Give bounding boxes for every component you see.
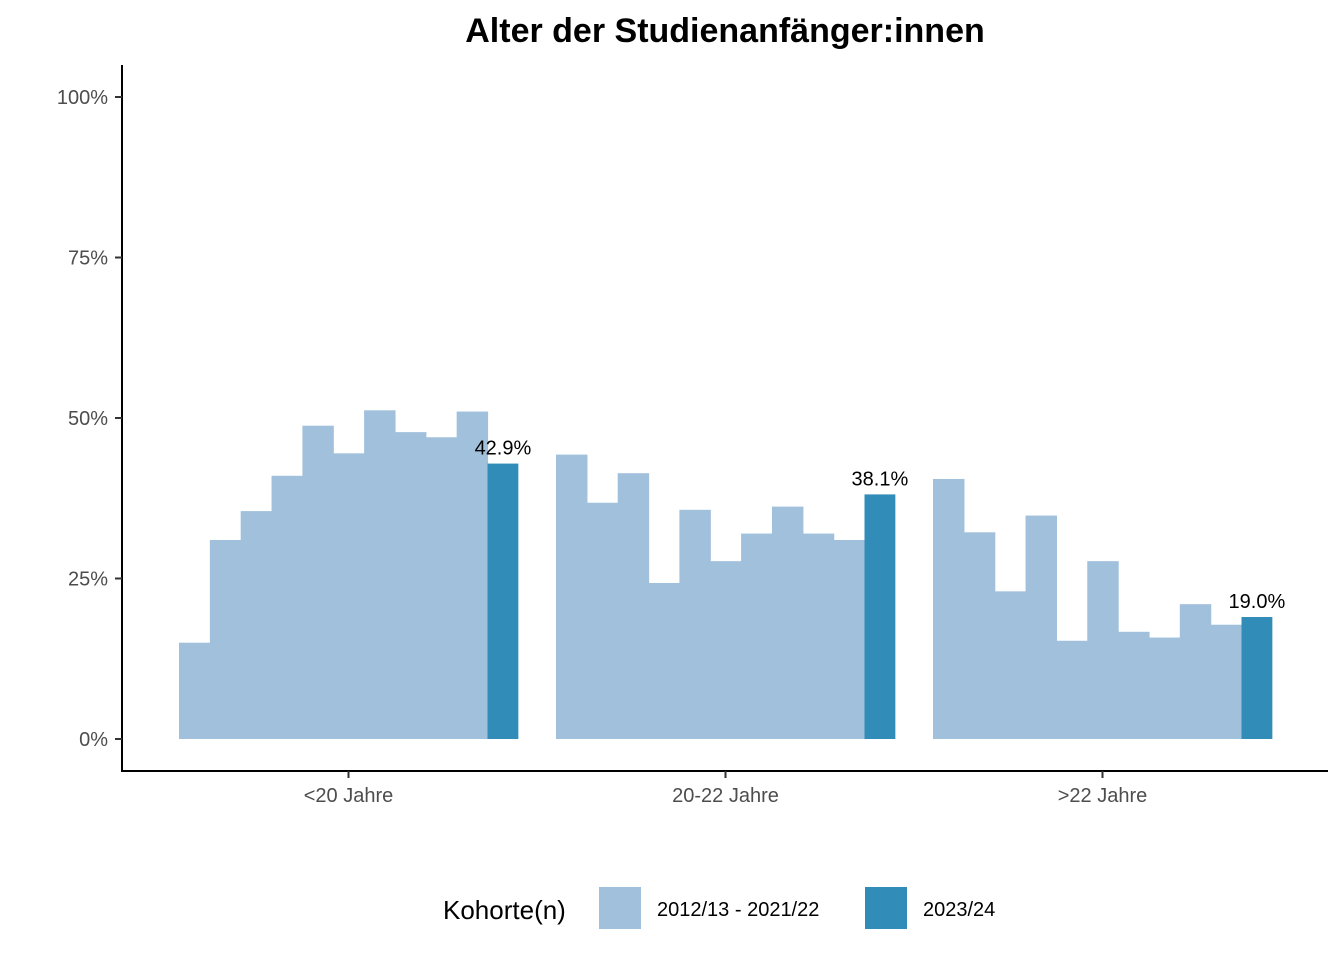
bar-group: 38.1% — [556, 454, 909, 739]
bar-history — [933, 478, 965, 739]
x-axis: <20 Jahre 20-22 Jahre >22 Jahre — [121, 770, 1328, 807]
plot-area: 42.9% 38.1% 19.0% — [179, 410, 1285, 739]
y-tick-label: 50% — [68, 408, 108, 430]
bar-current — [487, 463, 519, 739]
bar-history — [1056, 640, 1088, 739]
legend-title: Kohorte(n) — [443, 895, 566, 925]
bar-history — [994, 591, 1027, 739]
bar-history — [963, 532, 996, 739]
bar-history — [741, 533, 773, 739]
bar-history — [679, 509, 711, 739]
data-label: 42.9% — [475, 438, 532, 460]
bar-history — [456, 411, 489, 739]
bar-history — [771, 506, 804, 739]
legend-swatch-history — [599, 887, 641, 929]
bar-history — [1148, 637, 1181, 739]
bar-history — [240, 511, 273, 739]
legend: Kohorte(n) 2012/13 - 2021/22 2023/24 — [443, 887, 995, 929]
bar-history — [271, 475, 303, 739]
bar-history — [1179, 604, 1212, 739]
y-axis: 0% 25% 50% 75% 100% — [57, 65, 123, 771]
y-tick-label: 25% — [68, 569, 108, 591]
bar-history — [394, 432, 427, 739]
legend-label-current: 2023/24 — [923, 899, 995, 921]
bar-history — [648, 582, 680, 739]
bar-history — [802, 533, 835, 739]
y-tick-label: 0% — [79, 729, 108, 751]
bar-history — [1118, 631, 1150, 739]
bar-history — [586, 502, 619, 739]
bar-history — [1025, 515, 1057, 739]
legend-label-history: 2012/13 - 2021/22 — [657, 899, 819, 921]
bar-current — [864, 494, 896, 739]
y-tick-label: 100% — [57, 87, 108, 109]
legend-swatch-current — [865, 887, 907, 929]
bar-history — [425, 437, 458, 739]
bar-history — [617, 473, 650, 739]
bar-history — [302, 425, 334, 739]
bar-history — [179, 642, 211, 739]
bar-history — [710, 561, 742, 739]
bar-history — [1210, 624, 1243, 739]
bar-history — [1087, 561, 1119, 739]
bar-history — [364, 410, 396, 739]
x-tick-label: >22 Jahre — [1058, 785, 1148, 807]
y-tick-label: 75% — [68, 248, 108, 270]
x-tick-label: 20-22 Jahre — [672, 785, 779, 807]
bar-history — [333, 453, 365, 739]
bar-group: 42.9% — [179, 410, 531, 739]
data-label: 19.0% — [1229, 591, 1286, 613]
data-label: 38.1% — [852, 468, 909, 490]
x-tick-label: <20 Jahre — [304, 785, 394, 807]
bar-history — [833, 539, 866, 739]
chart-title: Alter der Studienanfänger:innen — [465, 12, 985, 50]
bar-history — [209, 539, 242, 739]
bar-history — [556, 454, 588, 739]
bar-group: 19.0% — [933, 478, 1286, 739]
bar-current — [1241, 617, 1273, 739]
